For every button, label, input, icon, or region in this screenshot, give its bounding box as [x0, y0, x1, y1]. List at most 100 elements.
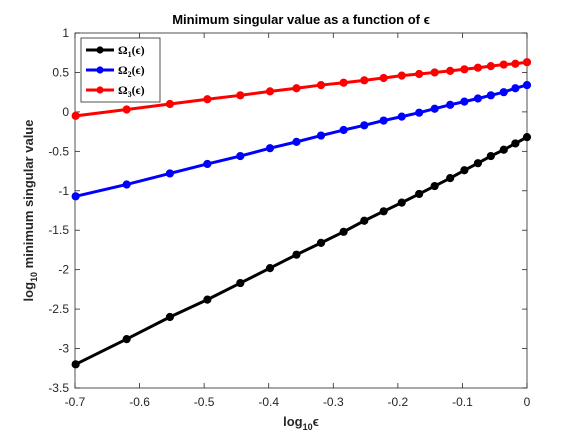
x-tick-label: -0.3 [323, 395, 344, 409]
series-1-point [460, 166, 469, 175]
series-2-point [339, 125, 348, 135]
y-axis-title: log10 minimum singular value [21, 120, 39, 302]
series-3-point [265, 87, 275, 96]
series-1-point [203, 295, 212, 304]
series-1-point [397, 198, 406, 207]
series-1-point [486, 151, 495, 161]
series-3-point [446, 66, 455, 75]
y-tick-label: 0 [62, 105, 69, 119]
series-3-point [316, 80, 326, 90]
legend-swatch-marker [96, 46, 104, 54]
legend-label-sub: 2 [128, 70, 132, 79]
x-tick-label: -0.1 [452, 395, 473, 409]
series-3-point [511, 59, 520, 68]
series-2-point [71, 192, 80, 201]
legend: Ω1(ϵ)Ω2(ϵ)Ω3(ϵ) [80, 37, 161, 103]
series-2-point [522, 80, 532, 90]
series-1-point [430, 181, 439, 191]
legend-label-tail: (ϵ) [132, 43, 145, 57]
series-1-point [522, 133, 532, 142]
series-3-point [430, 68, 439, 77]
legend-swatch-marker [96, 66, 104, 74]
legend-label-sub: 1 [128, 50, 132, 59]
series-1-point [511, 139, 520, 148]
legend-label-sub: 3 [128, 90, 132, 99]
series-2-point [473, 94, 483, 103]
legend-label: Ω3(ϵ) [118, 83, 145, 99]
x-axis-title-tail: ϵ [313, 414, 319, 429]
series-1-point [71, 360, 80, 369]
series-2-point [397, 112, 406, 121]
series-2-point [360, 121, 369, 130]
series-3-point [473, 63, 483, 72]
series-3-point [203, 95, 212, 104]
series-2-point [316, 131, 326, 140]
series-2-point [236, 151, 245, 161]
y-tick-label: -1.5 [48, 223, 69, 237]
legend-label: Ω1(ϵ) [118, 43, 145, 59]
series-1-point [415, 189, 424, 199]
series-2-point [511, 84, 520, 93]
series-1-point [165, 312, 175, 322]
x-tick-label: -0.4 [258, 395, 279, 409]
x-tick-label: -0.6 [129, 395, 150, 409]
series-2-point [446, 100, 455, 109]
x-tick-label: -0.2 [388, 395, 409, 409]
series-1-point [499, 145, 508, 154]
legend-label-tail: (ϵ) [132, 83, 145, 97]
series-3-point [415, 69, 424, 79]
y-tick-label: -3 [58, 342, 69, 356]
series-1-point [292, 250, 301, 259]
series-3-point [397, 71, 406, 80]
y-tick-label: 0.5 [52, 65, 69, 79]
series-1-point [316, 238, 326, 247]
y-tick-label: -3.5 [48, 381, 69, 395]
series-2-point [265, 144, 275, 153]
series-2-point [460, 97, 469, 106]
x-tick-label: -0.5 [194, 395, 215, 409]
series-3-point [460, 65, 469, 74]
series-2-point [430, 104, 439, 113]
chart-title: Minimum singular value as a function of … [172, 12, 430, 27]
series-3-point [379, 73, 388, 83]
series-3-point [71, 111, 80, 120]
series-1-point [122, 334, 131, 344]
x-axis-title-sub: 10 [303, 422, 313, 432]
series-1-point [360, 216, 369, 225]
series-2-point [165, 169, 175, 178]
legend-label-main: Ω [118, 63, 128, 77]
y-tick-label: -0.5 [48, 144, 69, 158]
series-1-point [473, 159, 483, 168]
series-3-point [165, 99, 175, 109]
legend-swatch-marker [96, 86, 104, 94]
series-3-point [292, 84, 301, 93]
x-axis-title-main: log [283, 414, 303, 429]
series-2-point [122, 180, 131, 189]
series-3-point [360, 76, 369, 85]
series-2-point [415, 108, 424, 117]
y-tick-label: 1 [62, 26, 69, 40]
series-3-point [236, 91, 245, 100]
legend-label-main: Ω [118, 43, 128, 57]
series-3-point [339, 78, 348, 87]
series-1-point [236, 278, 245, 288]
legend-label-tail: (ϵ) [132, 63, 145, 77]
y-axis-title-sub: 10 [29, 272, 39, 282]
series-2-point [499, 88, 508, 97]
y-tick-label: -2 [58, 263, 69, 277]
series-2-point [379, 116, 388, 125]
series-3-point [122, 105, 131, 114]
series-2-point [203, 159, 212, 169]
series-1-point [379, 207, 388, 216]
series-1-point [446, 174, 455, 183]
series-1-point [339, 227, 348, 236]
x-axis-title: log10ϵ [283, 414, 319, 432]
legend-label: Ω2(ϵ) [118, 63, 145, 79]
y-tick-label: -1 [58, 184, 69, 198]
y-tick-label: -2.5 [48, 302, 69, 316]
legend-label-main: Ω [118, 83, 128, 97]
series-2-point [292, 137, 301, 146]
y-axis-title-main: log [21, 282, 36, 302]
y-axis-title-tail: minimum singular value [21, 120, 36, 272]
